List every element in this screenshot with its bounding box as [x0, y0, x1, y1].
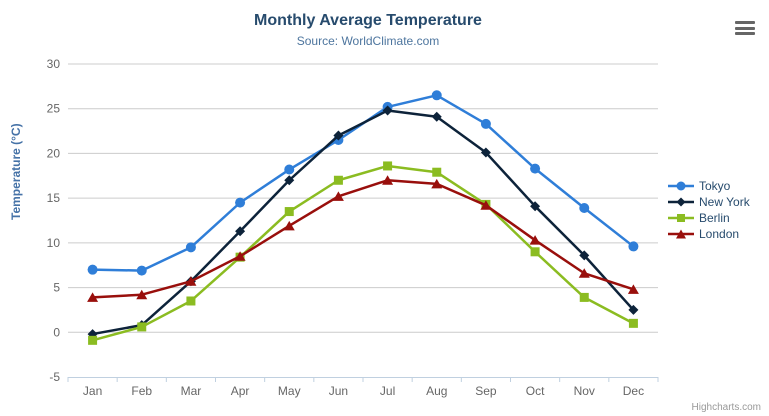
circle-marker-icon: [668, 181, 694, 191]
data-point-marker: [87, 264, 98, 275]
y-axis-label: 0: [53, 325, 60, 339]
data-point-marker: [283, 220, 295, 231]
data-point-marker: [137, 322, 147, 332]
data-point-marker: [530, 201, 541, 212]
x-axis-label: Jan: [83, 384, 102, 398]
legend-item-tokyo[interactable]: Tokyo: [668, 178, 750, 194]
legend-item-london[interactable]: London: [668, 226, 750, 242]
x-axis-label: Feb: [131, 384, 152, 398]
square-marker-icon: [668, 214, 694, 222]
data-point-marker: [480, 118, 491, 129]
x-axis-label: Jul: [380, 384, 395, 398]
y-axis-label: 5: [53, 281, 60, 295]
data-point-marker: [579, 292, 589, 302]
x-axis-label: Aug: [426, 384, 447, 398]
data-point-marker: [530, 247, 540, 257]
data-point-marker: [432, 167, 442, 177]
legend-label: Tokyo: [699, 179, 731, 193]
x-axis-label: Nov: [574, 384, 595, 398]
x-axis-label: Sep: [475, 384, 497, 398]
credits-link[interactable]: Highcharts.com: [691, 402, 761, 413]
x-axis-label: Mar: [181, 384, 202, 398]
legend-item-berlin[interactable]: Berlin: [668, 210, 750, 226]
data-point-marker: [136, 265, 147, 276]
series-line-tokyo: [91, 94, 635, 272]
series-line-berlin: [91, 164, 635, 342]
data-point-marker: [480, 147, 491, 158]
x-axis-label: Apr: [231, 384, 250, 398]
data-point-marker: [88, 335, 98, 345]
data-point-marker: [628, 304, 639, 315]
data-point-marker: [530, 163, 541, 174]
data-point-marker: [235, 197, 246, 208]
chart-title: Monthly Average Temperature: [254, 12, 482, 29]
chart-subtitle: Source: WorldClimate.com: [296, 34, 440, 48]
data-point-marker: [431, 178, 443, 189]
x-axis-label: Dec: [623, 384, 644, 398]
x-axis-label: Jun: [329, 384, 348, 398]
legend-label: Berlin: [699, 211, 730, 225]
y-axis-label: -5: [49, 370, 60, 384]
data-point-marker: [284, 175, 295, 186]
data-point-marker: [579, 250, 590, 261]
data-point-marker: [431, 90, 442, 101]
series-line-new-york: [91, 109, 635, 336]
data-point-marker: [578, 268, 590, 278]
legend-label: London: [699, 227, 740, 241]
y-axis-label: 30: [47, 57, 61, 71]
legend-label: New York: [699, 195, 750, 209]
data-point-marker: [235, 226, 246, 237]
data-point-marker: [627, 284, 639, 294]
data-point-marker: [579, 202, 590, 213]
data-point-marker: [186, 296, 196, 306]
data-point-marker: [628, 318, 638, 328]
legend-item-new-york[interactable]: New York: [668, 194, 750, 210]
y-axis-label: 10: [47, 236, 61, 250]
data-point-marker: [628, 241, 639, 252]
data-point-marker: [87, 292, 99, 302]
data-point-marker: [382, 175, 394, 185]
y-axis-label: 20: [47, 146, 61, 160]
data-point-marker: [136, 289, 148, 300]
x-axis-label: May: [278, 384, 301, 398]
data-point-marker: [185, 242, 196, 253]
data-point-marker: [431, 111, 442, 122]
data-point-marker: [234, 251, 246, 261]
data-point-marker: [284, 207, 294, 217]
data-point-marker: [480, 200, 492, 210]
data-point-marker: [333, 130, 344, 141]
data-point-marker: [332, 191, 344, 201]
series-line-london: [91, 179, 635, 299]
hamburger-icon[interactable]: [735, 21, 755, 35]
diamond-marker-icon: [668, 197, 694, 207]
data-point-marker: [284, 164, 295, 175]
data-point-marker: [185, 276, 197, 286]
triangle-marker-icon: [668, 229, 694, 239]
data-point-marker: [529, 235, 541, 245]
y-axis-label: 15: [47, 191, 61, 205]
data-point-marker: [333, 175, 343, 185]
x-axis-label: Oct: [526, 384, 545, 398]
data-point-marker: [383, 161, 393, 171]
y-axis-label: 25: [47, 102, 61, 116]
data-point-marker: [382, 105, 393, 116]
legend: Tokyo New York Berlin London: [668, 178, 750, 242]
